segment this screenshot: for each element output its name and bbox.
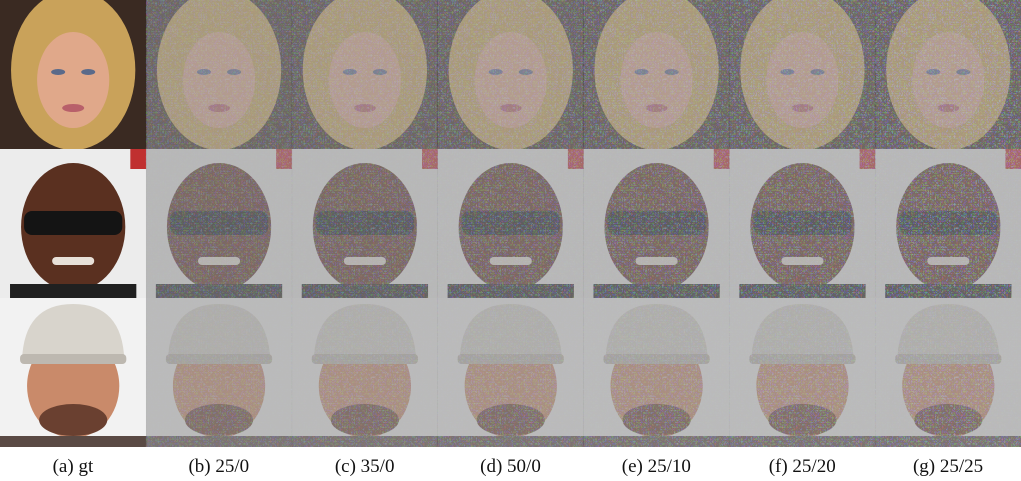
image-cell bbox=[583, 149, 729, 298]
image-cell bbox=[438, 0, 584, 150]
image-cell bbox=[292, 0, 438, 150]
shade bbox=[292, 0, 438, 149]
image-cell bbox=[875, 298, 1021, 447]
glasses bbox=[24, 211, 122, 235]
caption: (g) 25/25 bbox=[913, 456, 983, 477]
image-cell bbox=[0, 298, 146, 447]
photo bbox=[0, 298, 146, 447]
image-cell bbox=[0, 0, 146, 150]
image-cell bbox=[146, 298, 292, 447]
shade bbox=[729, 298, 875, 447]
image-cell bbox=[875, 149, 1021, 298]
cap-brim bbox=[20, 354, 126, 364]
shirt bbox=[10, 284, 136, 298]
shade bbox=[292, 298, 438, 447]
shade bbox=[875, 298, 1021, 447]
shade bbox=[583, 0, 729, 149]
eye bbox=[51, 69, 65, 75]
shade bbox=[729, 0, 875, 149]
shade bbox=[146, 298, 292, 447]
image-cell bbox=[583, 298, 729, 447]
image-cell bbox=[0, 149, 146, 298]
image-cell bbox=[729, 298, 875, 447]
shirt bbox=[0, 436, 146, 447]
photo bbox=[0, 0, 146, 150]
eye bbox=[81, 69, 95, 75]
backdrop-accent bbox=[130, 149, 146, 169]
image-cell bbox=[729, 149, 875, 298]
captions: (a) gt (b) 25/0 (c) 35/0 (d) 50/0 (e) 25/10 (… bbox=[53, 456, 984, 477]
mouth bbox=[52, 257, 94, 265]
caption: (b) 25/0 bbox=[188, 456, 249, 477]
shade bbox=[875, 0, 1021, 149]
face bbox=[37, 32, 109, 128]
image-cell bbox=[292, 149, 438, 298]
shade bbox=[729, 149, 875, 298]
shade bbox=[583, 149, 729, 298]
caption: (e) 25/10 bbox=[622, 456, 691, 477]
image-cell bbox=[292, 298, 438, 447]
shade bbox=[438, 298, 584, 447]
photo bbox=[0, 149, 146, 298]
shade bbox=[875, 149, 1021, 298]
caption: (f) 25/20 bbox=[769, 456, 836, 477]
image-cell bbox=[729, 0, 875, 150]
beard bbox=[39, 404, 107, 436]
image-cell bbox=[146, 0, 292, 150]
shade bbox=[438, 0, 584, 149]
image-cell bbox=[146, 149, 292, 298]
shade bbox=[438, 149, 584, 298]
image-cell bbox=[438, 149, 584, 298]
image-cell bbox=[583, 0, 729, 150]
image-grid bbox=[0, 0, 1021, 447]
image-cell bbox=[875, 0, 1021, 150]
mouth bbox=[62, 104, 84, 112]
shade bbox=[583, 298, 729, 447]
caption: (d) 50/0 bbox=[480, 456, 541, 477]
shade bbox=[146, 149, 292, 298]
caption: (a) gt bbox=[53, 456, 94, 477]
caption: (c) 35/0 bbox=[335, 456, 395, 477]
figure: (a) gt (b) 25/0 (c) 35/0 (d) 50/0 (e) 25/10 (… bbox=[0, 0, 1021, 481]
shade bbox=[292, 149, 438, 298]
image-cell bbox=[438, 298, 584, 447]
shade bbox=[146, 0, 292, 149]
